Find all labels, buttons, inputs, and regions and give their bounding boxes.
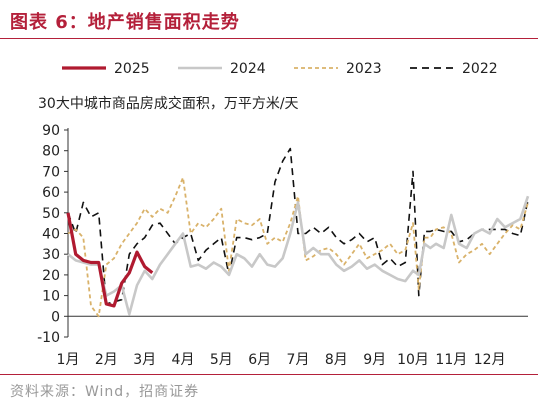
x-tick-label: 1月 [57, 352, 80, 368]
x-tick-label: 9月 [363, 352, 386, 368]
y-tick-label: 20 [42, 268, 60, 284]
legend-label-2023: 2023 [346, 61, 382, 77]
legend-label-2024: 2024 [230, 61, 266, 77]
x-tick-label: 5月 [210, 352, 233, 368]
x-tick-label: 11月 [435, 352, 467, 368]
series-line-2023 [67, 176, 529, 318]
y-axis: -10 0 10 20 30 40 50 60 70 80 90 [37, 123, 69, 346]
y-tick-label: 60 [42, 185, 60, 201]
legend: 2025 2024 2023 2022 [62, 61, 498, 77]
x-tick-label: 7月 [287, 352, 310, 368]
chart-title: 30大中城市商品房成交面积，万平方米/天 [38, 95, 299, 112]
y-tick-label: 10 [42, 289, 60, 305]
x-tick-label: 4月 [172, 352, 195, 368]
x-tick-label: 8月 [325, 352, 348, 368]
x-tick-label: 2月 [95, 352, 118, 368]
x-tick-label: 12月 [474, 352, 506, 368]
legend-label-2022: 2022 [462, 61, 498, 77]
x-tick-label: 3月 [133, 352, 156, 368]
x-axis: 1月 2月 3月 4月 5月 6月 7月 8月 9月 10月 11月 12月 [57, 315, 528, 368]
plot-area [66, 147, 530, 318]
x-tick-label: 10月 [397, 352, 429, 368]
series-line-2022 [67, 147, 529, 305]
footer-divider [0, 374, 538, 375]
figure-title: 图表 6：地产销售面积走势 [10, 12, 240, 33]
y-tick-label: -10 [37, 330, 60, 346]
y-tick-label: 40 [42, 227, 60, 243]
y-tick-label: 70 [42, 164, 60, 180]
y-tick-label: 50 [42, 206, 60, 222]
x-tick-label: 6月 [248, 352, 271, 368]
y-tick-label: 30 [42, 247, 60, 263]
source-note: 资料来源：Wind，招商证券 [10, 384, 200, 400]
series-line-2024 [67, 195, 530, 316]
series-line-2025 [66, 212, 154, 308]
y-tick-label: 90 [42, 123, 60, 139]
y-tick-label: 80 [42, 144, 60, 160]
y-tick-label: 0 [51, 309, 60, 325]
title-divider [0, 38, 538, 39]
legend-label-2025: 2025 [114, 61, 150, 77]
